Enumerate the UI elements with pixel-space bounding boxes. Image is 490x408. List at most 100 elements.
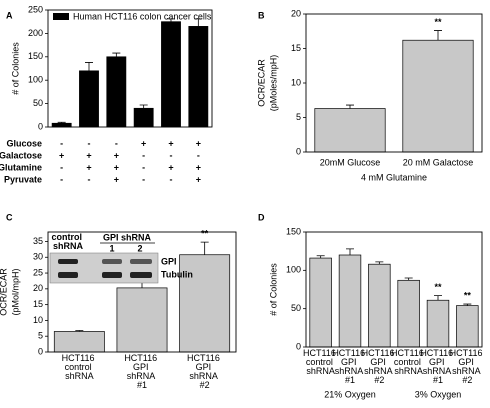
condition-name: Glucose (6, 138, 42, 148)
bar (309, 257, 332, 348)
blot-band-label: GPI (161, 256, 177, 266)
y-tick-label: 20 (291, 8, 301, 18)
y-tick-label: 0 (296, 341, 301, 351)
error-bar (463, 303, 472, 306)
legend-label: Human HCT116 colon cancer cells (73, 11, 212, 21)
x-tick-label: HCT116 control shRNA (303, 348, 338, 376)
plot-frame (47, 9, 213, 128)
y-tick-label: 5 (296, 112, 301, 122)
bar (426, 299, 450, 348)
y-tick-label: 15 (291, 43, 301, 53)
x-axis-label: 4 mM Glutamine (361, 172, 427, 182)
x-tick-label: HCT116 GPI shRNA #1 (420, 348, 455, 385)
condition-sign: + (114, 174, 119, 184)
significance-label: ** (201, 228, 209, 238)
y-tick-label: 200 (28, 28, 43, 38)
bar (456, 305, 479, 348)
y-tick-label: 100 (28, 75, 43, 85)
bar (116, 287, 168, 353)
y-axis-label: # of Colonies (10, 42, 20, 95)
y-axis-label: OCR/ECAR (0, 268, 8, 316)
x-tick-label: HCT116 GPI shRNA #2 (450, 348, 485, 385)
legend-swatch (53, 13, 69, 20)
plot-frame (47, 231, 237, 353)
y-tick-label: 0 (38, 121, 43, 131)
bar (397, 279, 420, 348)
condition-sign: - (170, 174, 173, 184)
y-tick-label: 150 (28, 51, 43, 61)
y-axis-label: (pMol/mpH) (10, 268, 20, 315)
y-tick-label: 5 (38, 331, 43, 341)
blot-band (58, 259, 78, 264)
y-tick-label: 35 (33, 236, 43, 246)
condition-sign: - (142, 162, 145, 172)
y-tick-label: 30 (33, 252, 43, 262)
error-bar (112, 52, 121, 57)
condition-sign: - (142, 174, 145, 184)
condition-sign: - (115, 138, 118, 148)
condition-sign: + (114, 150, 119, 160)
error-bar (404, 277, 413, 281)
error-bar (139, 104, 148, 109)
condition-name: Glutamine (0, 162, 42, 172)
error-bar (434, 295, 442, 301)
y-axis-label: (pMoles/mpH) (268, 55, 278, 112)
x-tick-label: 20mM Glucose (320, 157, 381, 167)
error-bar (194, 18, 203, 27)
blot-header: control shRNA (52, 232, 85, 251)
condition-name: Pyruvate (4, 174, 42, 184)
x-tick-label: 20 mM Galactose (403, 157, 474, 167)
error-bar (375, 261, 384, 265)
condition-sign: - (197, 150, 200, 160)
panel-label: B (258, 10, 265, 20)
bar (188, 26, 209, 128)
blot-band (102, 272, 122, 278)
blot-lane: 2 (137, 243, 142, 253)
x-tick-label: HCT116 control shRNA (62, 353, 97, 381)
blot-band-label: Tubulin (161, 269, 193, 279)
x-tick-label: HCT116 GPI shRNA #2 (187, 353, 222, 390)
condition-sign: + (114, 162, 119, 172)
condition-sign: - (142, 150, 145, 160)
y-tick-label: 100 (286, 265, 301, 275)
condition-sign: + (141, 138, 146, 148)
significance-label: ** (434, 17, 442, 27)
y-tick-label: 10 (33, 315, 43, 325)
error-bar (200, 241, 209, 255)
error-bar (346, 248, 354, 255)
y-tick-label: 0 (296, 146, 301, 156)
blot-header: GPI shRNA (103, 232, 152, 242)
condition-sign: + (86, 150, 91, 160)
plot-frame (305, 13, 483, 153)
y-tick-label: 0 (38, 346, 43, 356)
bar (368, 263, 391, 348)
x-tick-label: HCT116 control shRNA (391, 348, 426, 376)
condition-sign: - (60, 138, 63, 148)
bar (179, 254, 231, 353)
bar (314, 108, 386, 153)
significance-label: ** (434, 282, 442, 292)
group-label: 3% Oxygen (415, 389, 462, 399)
condition-sign: - (170, 150, 173, 160)
x-tick-label: HCT116 GPI shRNA #1 (124, 353, 159, 390)
condition-sign: + (168, 162, 173, 172)
condition-name: Galactose (0, 150, 42, 160)
panel-label: D (258, 212, 265, 222)
condition-sign: + (168, 138, 173, 148)
panel-label: A (6, 10, 13, 20)
condition-sign: - (60, 162, 63, 172)
error-bar (346, 104, 354, 109)
condition-sign: + (59, 150, 64, 160)
condition-sign: - (88, 174, 91, 184)
error-bar (316, 255, 325, 259)
y-tick-label: 50 (291, 303, 301, 313)
significance-label: ** (464, 290, 472, 300)
y-tick-label: 150 (286, 226, 301, 236)
y-tick-label: 10 (291, 77, 301, 87)
error-bar (85, 62, 93, 71)
y-tick-label: 20 (33, 283, 43, 293)
blot-lane: 1 (109, 243, 114, 253)
panel-label: C (6, 212, 13, 222)
error-bar (434, 30, 442, 41)
